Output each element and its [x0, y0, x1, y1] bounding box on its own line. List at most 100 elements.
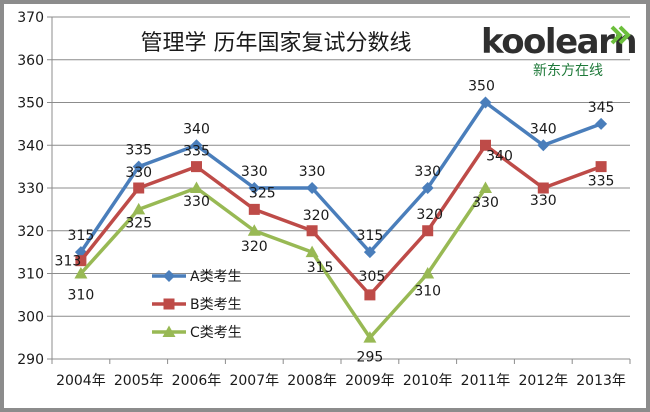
- series-3: [74, 181, 492, 343]
- logo-subtitle: 新东方在线: [533, 63, 603, 79]
- x-tick-label: 2006年: [172, 373, 222, 389]
- data-label: 330: [241, 164, 268, 180]
- data-point: [191, 161, 202, 173]
- data-point: [421, 267, 435, 279]
- y-tick-label: 310: [17, 267, 44, 283]
- x-tick-label: 2010年: [403, 373, 453, 389]
- koolearn-logo: koolearn 新东方在线: [481, 22, 638, 84]
- data-point: [480, 139, 491, 151]
- data-point: [537, 182, 549, 194]
- data-label: 325: [249, 185, 276, 201]
- data-label: 330: [183, 194, 210, 210]
- data-label: 345: [588, 100, 615, 116]
- x-tick-label: 2013年: [576, 373, 626, 389]
- data-point: [421, 182, 434, 194]
- data-point: [305, 245, 319, 258]
- legend-item: C类考生: [152, 325, 242, 341]
- series-line: [79, 143, 602, 297]
- data-label: 325: [125, 215, 152, 231]
- data-label: 315: [357, 228, 384, 244]
- y-tick-label: 330: [17, 181, 44, 197]
- data-label: 340: [486, 148, 513, 164]
- data-point: [422, 225, 434, 237]
- y-tick-labels: 290 300 310 320 330 340 350 360 370: [17, 10, 44, 368]
- series-line: [79, 100, 602, 254]
- data-labels: 315 335 340 330 330 315 330 350 340 345 313 330 335 3…: [55, 79, 615, 366]
- data-point: [306, 182, 319, 194]
- data-label: 340: [183, 121, 210, 137]
- y-tick-label: 360: [17, 53, 44, 69]
- y-tick-label: 300: [17, 309, 44, 325]
- data-label: 310: [68, 288, 95, 304]
- data-point: [75, 255, 87, 267]
- x-tick-label: 2012年: [518, 373, 568, 389]
- legend-item: A类考生: [152, 269, 242, 285]
- x-tick-label: 2008年: [287, 373, 337, 389]
- data-point: [247, 224, 261, 236]
- data-label: 335: [588, 174, 615, 190]
- data-label: 315: [307, 260, 334, 276]
- data-label: 330: [414, 164, 441, 180]
- data-point: [248, 203, 260, 215]
- data-point: [74, 267, 88, 279]
- data-point: [190, 139, 203, 152]
- axes: [51, 17, 630, 360]
- data-point: [306, 225, 318, 237]
- y-tick-label: 350: [17, 96, 44, 112]
- legend-label: A类考生: [190, 269, 242, 285]
- legend-marker: [162, 325, 176, 337]
- x-tick-label: 2007年: [229, 373, 279, 389]
- y-tick-label: 320: [17, 224, 44, 240]
- data-point: [132, 160, 145, 173]
- y-tick-label: 340: [17, 138, 44, 154]
- legend: A类考生 B类考生 C类考生: [152, 269, 242, 341]
- data-label: 330: [125, 165, 152, 181]
- x-tick-label: 2011年: [461, 373, 511, 389]
- data-label: 335: [125, 143, 152, 159]
- x-tick-label: 2005年: [114, 373, 164, 389]
- x-tick-label: 2004年: [56, 373, 106, 389]
- grid-lines: [47, 16, 631, 364]
- legend-marker: [163, 298, 175, 310]
- data-label: 330: [530, 193, 557, 209]
- data-point: [363, 246, 376, 259]
- legend-item: B类考生: [152, 297, 242, 313]
- data-point: [479, 181, 492, 193]
- data-label: 320: [303, 208, 330, 224]
- data-label: 305: [359, 269, 386, 285]
- data-label: 335: [183, 144, 210, 160]
- data-point: [133, 182, 145, 194]
- y-tick-label: 370: [17, 10, 44, 26]
- legend-label: B类考生: [190, 297, 242, 313]
- data-point: [595, 117, 608, 130]
- data-label: 310: [414, 284, 441, 300]
- data-point: [537, 139, 550, 152]
- data-label: 330: [299, 164, 326, 180]
- series-1: [74, 96, 608, 259]
- data-point: [479, 96, 492, 109]
- data-label: 313: [55, 254, 82, 270]
- series: [74, 96, 608, 343]
- data-point: [363, 331, 377, 343]
- data-point: [248, 182, 261, 194]
- chart-title: 管理学 历年国家复试分数线: [141, 31, 412, 56]
- x-tick-labels: 2004年 2005年 2006年 2007年 2008年 2009年 2010年 2011年…: [56, 373, 626, 389]
- data-point: [132, 202, 146, 215]
- series-line: [79, 186, 487, 340]
- legend-label: C类考生: [190, 325, 242, 341]
- y-tick-label: 290: [17, 352, 44, 368]
- legend-marker: [163, 270, 175, 282]
- data-point: [595, 161, 607, 173]
- x-tick-label: 2009年: [345, 373, 395, 389]
- data-label: 315: [68, 228, 95, 244]
- logo-chevron-icon: [610, 25, 631, 45]
- data-label: 350: [468, 79, 495, 95]
- data-label: 330: [472, 195, 499, 211]
- series-2: [75, 139, 607, 301]
- data-point: [190, 181, 203, 193]
- data-label: 320: [416, 207, 443, 223]
- data-point: [364, 289, 376, 301]
